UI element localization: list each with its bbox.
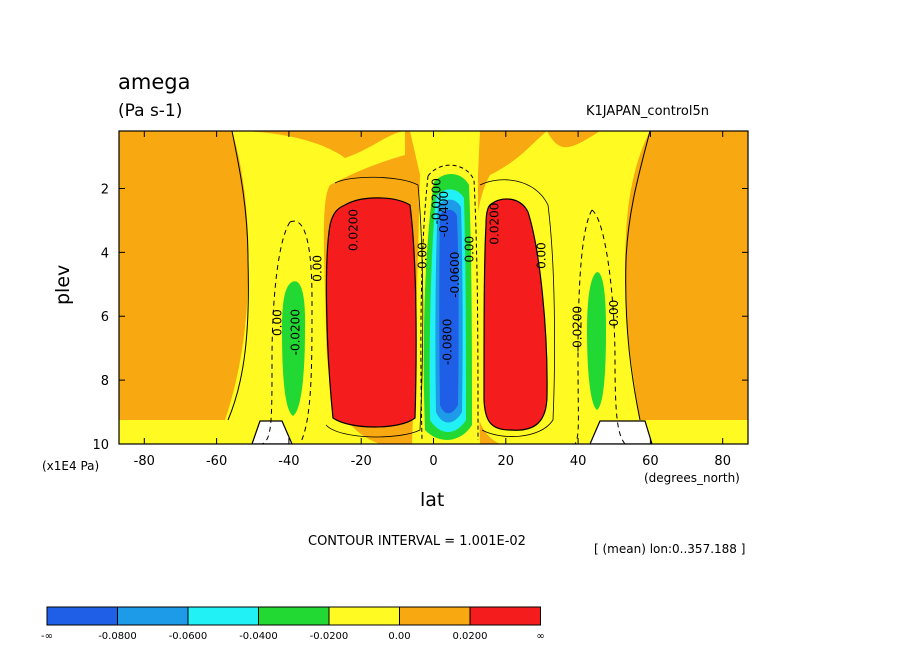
run-label: K1JAPAN_control5n [586, 104, 709, 119]
y-tick-label: 4 [101, 246, 109, 261]
y-tick-label: 8 [101, 374, 109, 389]
contour-label: 0.0200 [488, 203, 502, 245]
x-tick-label: 80 [714, 454, 731, 469]
contour-inner-left [325, 176, 424, 438]
chart-units: (Pa s-1) [118, 101, 183, 121]
contour-label: 0.00 [310, 255, 324, 282]
plot-area [119, 131, 748, 444]
colorbar-label: 0.0200 [453, 631, 488, 642]
colorbar-label: -0.0200 [310, 631, 349, 642]
contour-dashed-right [574, 209, 593, 444]
colorbar-swatch [46, 606, 118, 626]
colorbar-label: -0.0800 [98, 631, 137, 642]
x-tick-label: 0 [429, 454, 437, 469]
contour-label: 0.00 [415, 242, 429, 269]
contour-dashed-center [427, 164, 479, 441]
contour-label: -0.0200 [430, 178, 444, 224]
contour-label: -0.0200 [571, 306, 585, 352]
colorbar-label: -0.0600 [169, 631, 208, 642]
x-tick-label: 40 [570, 454, 587, 469]
fill-green-left [282, 281, 306, 416]
x-tick-label: 20 [498, 454, 515, 469]
colorbar-swatch [399, 606, 471, 626]
x-tick-label: -20 [351, 454, 372, 469]
y-tick-label: 6 [101, 310, 109, 325]
fill-blue-center [439, 209, 459, 414]
colorbar-swatch [328, 606, 400, 626]
contour-solid-left [227, 131, 249, 421]
colorbar-swatch [187, 606, 259, 626]
contour-label: -0.0800 [441, 319, 455, 365]
colorbar-swatch [117, 606, 189, 626]
mean-label: [ (mean) lon:0..357.188 ] [594, 542, 746, 556]
axes: -80 -60 -40 -20 0 20 40 60 80 2 4 6 8 10 [92, 131, 748, 469]
contour-interval: CONTOUR INTERVAL = 1.001E-02 [308, 534, 526, 549]
contour-label: 0.00 [607, 300, 621, 327]
contour-inner-right [479, 179, 555, 437]
colorbar-label: 0.00 [388, 631, 410, 642]
contour-label: 0.00 [462, 236, 476, 263]
x-tick-label: -40 [278, 454, 299, 469]
colorbar-swatch [258, 606, 330, 626]
contour-label: 0.00 [535, 242, 549, 269]
y-tick-label: 2 [101, 182, 109, 197]
colorbar-label: -∞ [41, 631, 53, 642]
y-tick-label: 10 [92, 438, 109, 453]
contour-solid-right [625, 131, 651, 421]
contour-label: -0.0600 [448, 252, 462, 298]
x-axis-unit: (degrees_north) [644, 471, 740, 485]
fill-red-left [325, 197, 417, 428]
colorbar-label: ∞ [536, 631, 544, 642]
x-tick-label: -80 [134, 454, 155, 469]
fill-red-right [483, 198, 548, 431]
x-axis-label: lat [420, 489, 445, 511]
y-axis-unit: (x1E4 Pa) [42, 459, 100, 473]
contour-label: -0.0400 [437, 191, 451, 237]
contour-dashed-right2 [591, 209, 626, 444]
contour-labels: 0.000.00-0.02000.02000.00-0.0200-0.0400-… [271, 178, 621, 365]
colorbar-swatch [469, 606, 541, 626]
x-tick-label: -60 [206, 454, 227, 469]
contour-dashed-center2 [420, 175, 429, 441]
contour-label: 0.00 [271, 309, 285, 336]
topo-right [589, 420, 653, 444]
colorbar: -∞ -0.0800 -0.0600 -0.0400 -0.0200 0.00 0.0200… [41, 606, 545, 642]
contour-label: 0.0200 [347, 209, 361, 251]
fill-yellow-left [119, 131, 405, 444]
x-tick-label: 60 [642, 454, 659, 469]
topo-left [251, 420, 293, 444]
contour-label: -0.0200 [289, 309, 303, 355]
fill-green-right [587, 272, 606, 410]
chart-title: amega [118, 70, 191, 94]
colorbar-label: -0.0400 [239, 631, 278, 642]
